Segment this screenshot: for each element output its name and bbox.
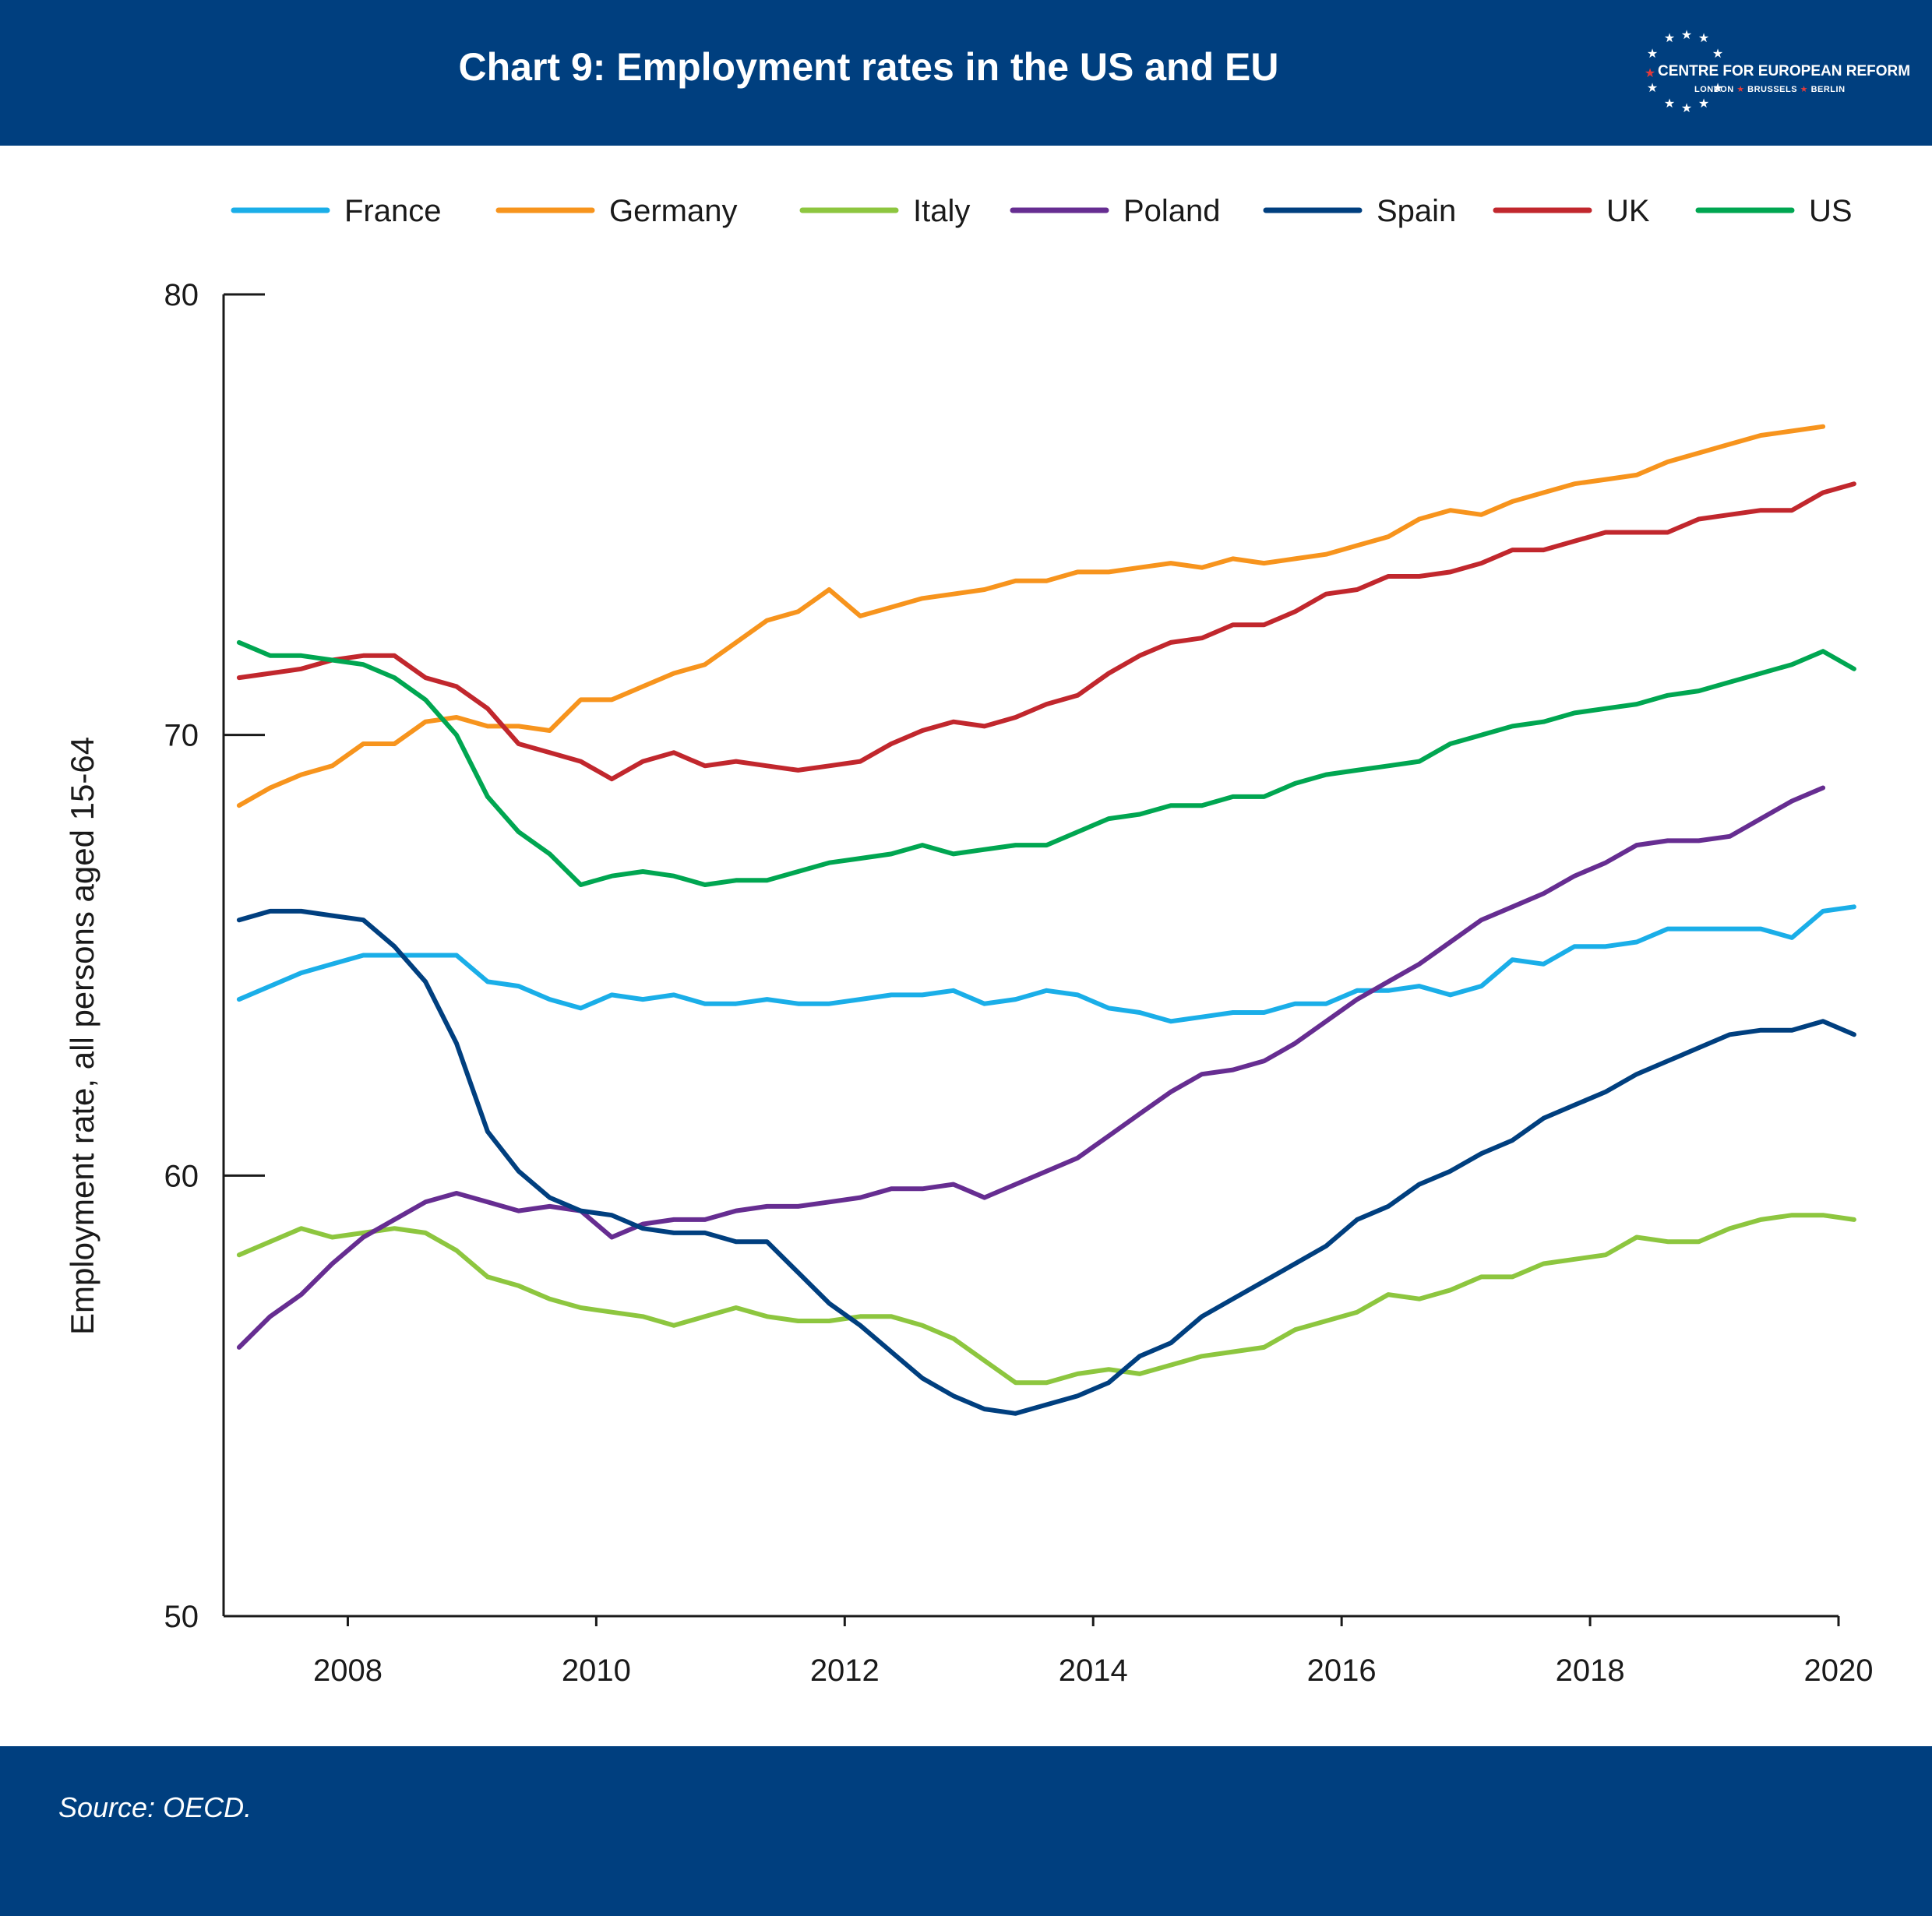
legend-label-poland: Poland [1123,194,1221,228]
legend-label-italy: Italy [913,194,970,228]
svg-text:★: ★ [1645,67,1655,80]
svg-text:★: ★ [1698,97,1709,111]
series-line-italy [236,1213,1856,1386]
svg-text:★: ★ [1664,97,1675,111]
x-tick-label: 2010 [562,1654,631,1688]
logo-city-berlin: BERLIN [1810,85,1846,94]
logo-city-brussels: BRUSSELS [1747,85,1798,94]
x-ticks: 2008 2010 2012 2014 2016 2018 2020 [313,1616,1874,1688]
y-tick-label: 70 [164,719,199,753]
x-tick-label: 2020 [1804,1654,1874,1688]
series-line-germany [236,424,1826,808]
cer-logo-stars-icon: ★ ★ ★ ★ ★ ★ ★ ★ ★ ★ ★ [1645,30,1723,115]
source-note: Source: OECD. [58,1791,252,1823]
series-line-poland [236,785,1826,1350]
series-line-france [236,904,1856,1024]
svg-text:★: ★ [1647,82,1658,95]
y-axis-title: Employment rate, all persons aged 15-64 [64,737,100,1335]
x-tick-label: 2018 [1556,1654,1625,1688]
footer-bar [0,1746,1932,1916]
chart-legend: France Germany Italy Poland Spain UK US [231,194,1853,228]
line-chart: France Germany Italy Poland Spain UK US 50 60 70… [64,194,1874,1688]
chart-title: Chart 9: Employment rates in the US and … [458,45,1279,89]
x-tick-label: 2008 [313,1654,383,1688]
svg-text:★: ★ [1681,102,1692,115]
svg-text:★: ★ [1712,82,1723,95]
svg-text:★: ★ [1664,32,1675,45]
chart-axes [222,294,1839,1618]
header-bar [0,0,1932,146]
series-line-uk [236,481,1856,782]
series-line-spain [236,908,1856,1416]
logo-cities: LONDON ★ BRUSSELS ★ BERLIN [1694,84,1846,94]
y-tick-label: 80 [164,278,199,312]
logo-city-london: LONDON [1694,85,1734,94]
series-line-us [236,639,1856,887]
legend-label-spain: Spain [1377,194,1456,228]
y-ticks: 50 60 70 80 [164,278,265,1634]
x-tick-label: 2014 [1059,1654,1128,1688]
x-tick-label: 2016 [1307,1654,1377,1688]
svg-text:★: ★ [1647,48,1658,61]
legend-label-germany: Germany [609,194,738,228]
logo-separator-icon: ★ [1800,85,1809,94]
logo-text: CENTRE FOR EUROPEAN REFORM [1658,63,1911,79]
y-tick-label: 50 [164,1600,199,1634]
svg-text:★: ★ [1681,30,1692,42]
series-lines [236,424,1856,1416]
svg-text:★: ★ [1698,32,1709,45]
legend-label-uk: UK [1606,194,1650,228]
y-tick-label: 60 [164,1159,199,1193]
legend-label-france: France [344,194,442,228]
logo-separator-icon: ★ [1736,85,1745,94]
svg-text:★: ★ [1712,48,1723,61]
legend-label-us: US [1809,194,1853,228]
x-tick-label: 2012 [810,1654,880,1688]
